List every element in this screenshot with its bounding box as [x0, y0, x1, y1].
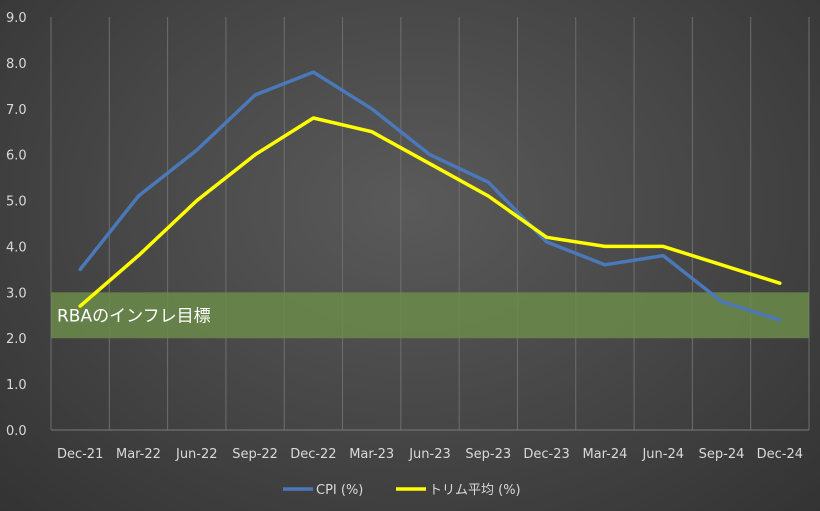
y-tick-label: 4.0 [6, 240, 27, 255]
x-tick-label: Mar-22 [116, 447, 161, 462]
target-band-rect [51, 292, 809, 339]
x-tick-label: Dec-21 [57, 447, 103, 462]
legend-label: CPI (%) [316, 483, 363, 498]
y-tick-label: 6.0 [6, 149, 27, 164]
legend-label: トリム平均 (%) [429, 483, 521, 498]
target-band: RBAのインフレ目標 [51, 292, 809, 339]
x-tick-label: Sep-23 [465, 447, 511, 462]
x-tick-label: Mar-23 [349, 447, 394, 462]
x-tick-label: Jun-24 [641, 447, 684, 462]
x-tick-label: Dec-24 [757, 447, 803, 462]
x-tick-label: Mar-24 [582, 447, 627, 462]
y-tick-label: 0.0 [6, 424, 27, 439]
series-line-0 [78, 70, 782, 322]
y-tick-label: 8.0 [6, 57, 27, 72]
legend: CPI (%) トリム平均 (%) [283, 483, 521, 498]
x-tick-label: Dec-22 [290, 447, 336, 462]
grid [50, 17, 810, 431]
x-tick-label: Sep-22 [232, 447, 278, 462]
x-tick-label: Jun-23 [408, 447, 451, 462]
y-tick-label: 9.0 [6, 11, 27, 26]
y-tick-label: 7.0 [6, 103, 27, 118]
y-tick-label: 2.0 [6, 332, 27, 347]
series-layer [78, 70, 782, 322]
y-tick-label: 5.0 [6, 195, 27, 210]
x-tick-label: Dec-23 [523, 447, 569, 462]
target-band-label: RBAのインフレ目標 [57, 306, 211, 326]
series-line-1 [78, 116, 782, 308]
axis-labels: 0.0 1.0 2.0 3.0 4.0 5.0 6.0 7.0 8.0 9.0 Dec-21 Mar-… [6, 11, 803, 462]
x-tick-label: Sep-24 [699, 447, 745, 462]
y-tick-label: 3.0 [6, 286, 27, 301]
y-tick-label: 1.0 [6, 378, 27, 393]
x-tick-label: Jun-22 [175, 447, 218, 462]
